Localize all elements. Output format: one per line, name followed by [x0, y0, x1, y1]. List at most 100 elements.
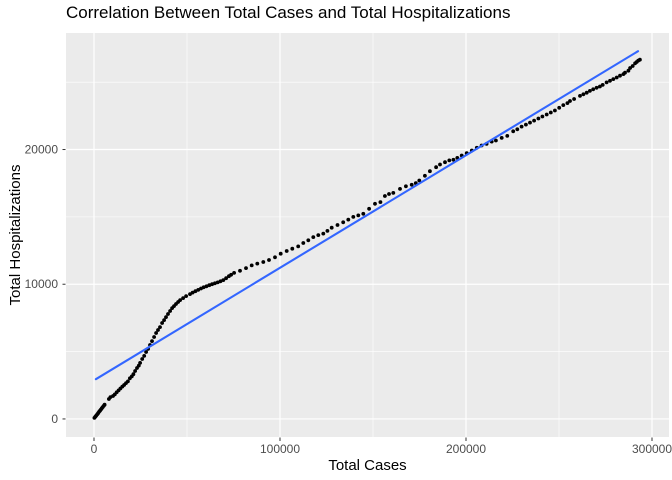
y-tick-label: 10000 — [25, 277, 59, 291]
scatter-point — [505, 134, 510, 138]
scatter-point — [158, 325, 162, 329]
scatter-point — [391, 191, 396, 195]
scatter-point — [296, 244, 301, 249]
scatter-point — [628, 66, 632, 70]
scatter-point — [378, 200, 383, 205]
scatter-point — [561, 103, 566, 107]
scatter-point — [604, 80, 609, 85]
scatter-point — [600, 83, 605, 87]
scatter-point — [267, 258, 271, 262]
y-axis-title: Total Hospitalizations — [7, 164, 24, 306]
scatter-point — [626, 68, 631, 73]
scatter-point — [383, 194, 387, 198]
scatter-point — [578, 94, 582, 98]
x-tick-label: 300000 — [632, 442, 672, 456]
scatter-point — [630, 64, 635, 68]
chart-title: Correlation Between Total Cases and Tota… — [66, 3, 511, 22]
scatter-point — [581, 92, 586, 97]
scatter-point — [528, 120, 532, 125]
scatter-point — [229, 272, 234, 277]
scatter-point — [181, 296, 186, 300]
scatter-point — [611, 77, 616, 81]
scatter-point — [434, 165, 438, 170]
scatter-point — [618, 73, 622, 78]
scatter-point — [447, 158, 452, 163]
scatter-point — [306, 238, 311, 243]
scatter-point — [499, 136, 504, 140]
scatter-point — [140, 357, 145, 361]
scatter-point — [150, 339, 154, 343]
scatter-point — [178, 298, 183, 302]
scatter-point — [532, 118, 536, 123]
scatter-point — [584, 90, 589, 95]
scatter-point — [572, 97, 576, 101]
scatter-point — [608, 78, 612, 83]
scatter-point — [160, 321, 165, 325]
scatter-point — [404, 184, 408, 189]
scatter-point — [261, 260, 266, 264]
scatter-point — [126, 379, 130, 384]
y-tick-label: 20000 — [25, 143, 59, 157]
scatter-point — [316, 233, 321, 238]
scatter-point — [290, 246, 295, 251]
scatter-point — [284, 249, 289, 253]
scatter-point — [494, 138, 498, 143]
scatter-point — [244, 266, 248, 270]
scatter-point — [335, 223, 340, 227]
scatter-point — [417, 178, 422, 183]
scatter-point — [548, 110, 553, 115]
scatter-point — [321, 231, 326, 236]
scatter-point — [591, 87, 596, 92]
scatter-point — [249, 263, 254, 268]
scatter-point — [515, 127, 520, 132]
x-tick-label: 0 — [91, 442, 98, 456]
trend-line — [94, 50, 640, 381]
y-tick-label: 0 — [51, 412, 58, 426]
scatter-point — [588, 89, 592, 93]
scatter-point — [594, 85, 599, 90]
scatter-point — [367, 206, 371, 211]
x-tick-label: 200000 — [446, 442, 486, 456]
scatter-point — [356, 213, 361, 218]
scatter-point — [540, 114, 545, 119]
scatter-point — [184, 294, 189, 298]
scatter-point — [232, 271, 237, 275]
scatter-point — [409, 182, 414, 187]
scatter-point — [443, 160, 447, 165]
scatter-point — [423, 173, 427, 178]
scatter-point — [398, 187, 402, 191]
scatter-point — [544, 112, 549, 117]
scatter-point — [553, 108, 557, 113]
x-tick-label: 100000 — [260, 442, 300, 456]
scatter-point — [102, 402, 107, 407]
scatter-point — [196, 288, 201, 292]
scatter-point — [598, 84, 602, 89]
scatter-point — [131, 372, 136, 377]
panel-background — [66, 33, 669, 437]
scatter-point — [156, 328, 160, 332]
scatter-point — [154, 331, 159, 335]
x-axis-title: Total Cases — [328, 457, 407, 474]
scatter-point — [341, 220, 346, 225]
scatter-point — [568, 99, 572, 103]
scatter-point — [224, 276, 229, 281]
scatter-point — [623, 70, 627, 75]
scatter-point — [428, 169, 432, 174]
scatter-point — [142, 354, 147, 358]
scatter-point — [565, 101, 570, 105]
scatter-point — [301, 241, 306, 245]
scatter-point — [387, 192, 391, 196]
scatter-point — [325, 229, 330, 233]
scatter-point — [438, 162, 442, 167]
scatter-point — [536, 116, 541, 121]
scatter-point — [373, 201, 377, 206]
scatter-point — [152, 335, 157, 339]
scatter-point — [451, 157, 456, 162]
scatter-point — [638, 57, 642, 62]
scatter-point — [311, 235, 316, 240]
scatter-point — [519, 124, 524, 129]
scatter-point — [346, 217, 351, 222]
scatter-point — [614, 75, 619, 80]
